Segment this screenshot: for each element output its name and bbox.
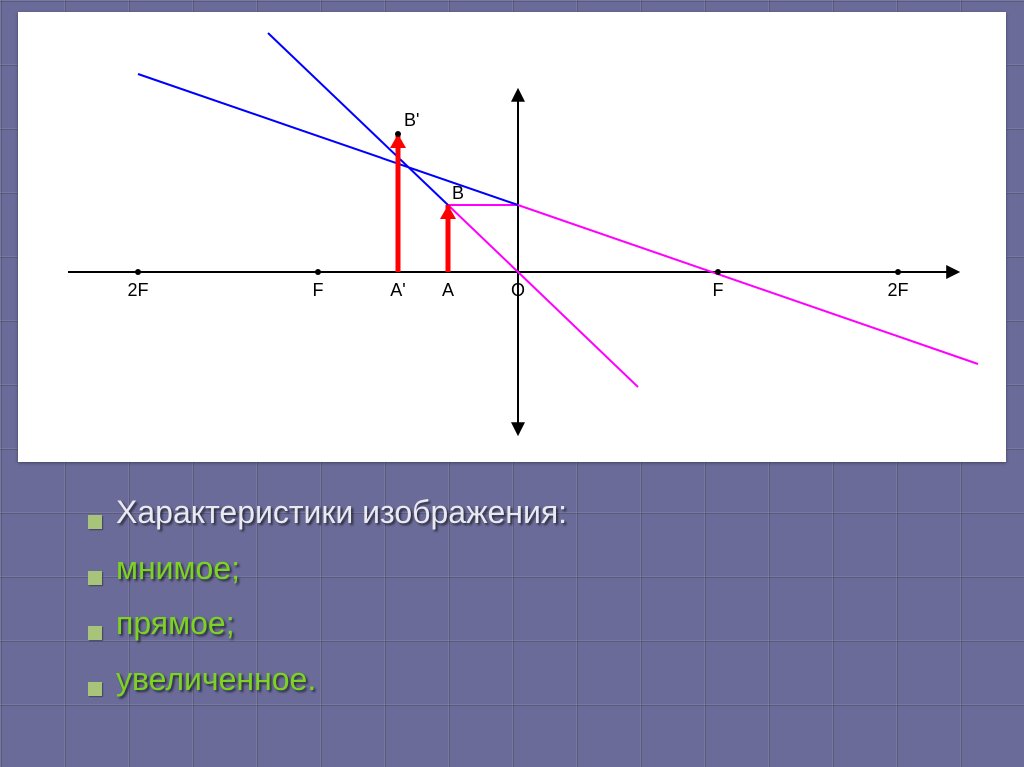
b-prime-point [395, 131, 401, 137]
optics-diagram: 2F F A' A O F 2F B B' [18, 12, 1006, 462]
bullet-row: мнимое; [88, 548, 1006, 590]
point-F_left [315, 269, 321, 275]
bullet-text: увеличенное. [116, 659, 316, 701]
ray-chief-through-O-forward [448, 205, 638, 387]
label-B-prime: B' [404, 110, 419, 130]
label-2F_left: 2F [127, 280, 148, 300]
label-2F_right: 2F [887, 280, 908, 300]
point-F_right [715, 269, 721, 275]
bullet-row: прямое; [88, 603, 1006, 645]
bullet-text: Характеристики изображения: [116, 492, 567, 534]
bullet-marker-icon [88, 626, 102, 640]
bullet-row: увеличенное. [88, 659, 1006, 701]
diagram-frame: 2F F A' A O F 2F B B' [18, 12, 1006, 462]
bullet-text: прямое; [116, 603, 235, 645]
label-F_right: F [713, 280, 724, 300]
point-2F_left [135, 269, 141, 275]
label-F_left: F [313, 280, 324, 300]
label-O: O [511, 280, 525, 300]
label-B: B [452, 183, 464, 203]
bullet-row: Характеристики изображения: [88, 492, 1006, 534]
label-A_prime: A' [390, 280, 405, 300]
bullet-list: Характеристики изображения: мнимое; прямое… [18, 492, 1006, 700]
ray-chief-virtual-back [268, 33, 448, 205]
bullet-marker-icon [88, 682, 102, 696]
bullet-marker-icon [88, 515, 102, 529]
bullet-text: мнимое; [116, 548, 240, 590]
label-A: A [442, 280, 454, 300]
bullet-marker-icon [88, 571, 102, 585]
slide: 2F F A' A O F 2F B B' Характеристики изображения… [0, 0, 1024, 767]
point-2F_right [895, 269, 901, 275]
object-arrow-head [440, 205, 456, 219]
